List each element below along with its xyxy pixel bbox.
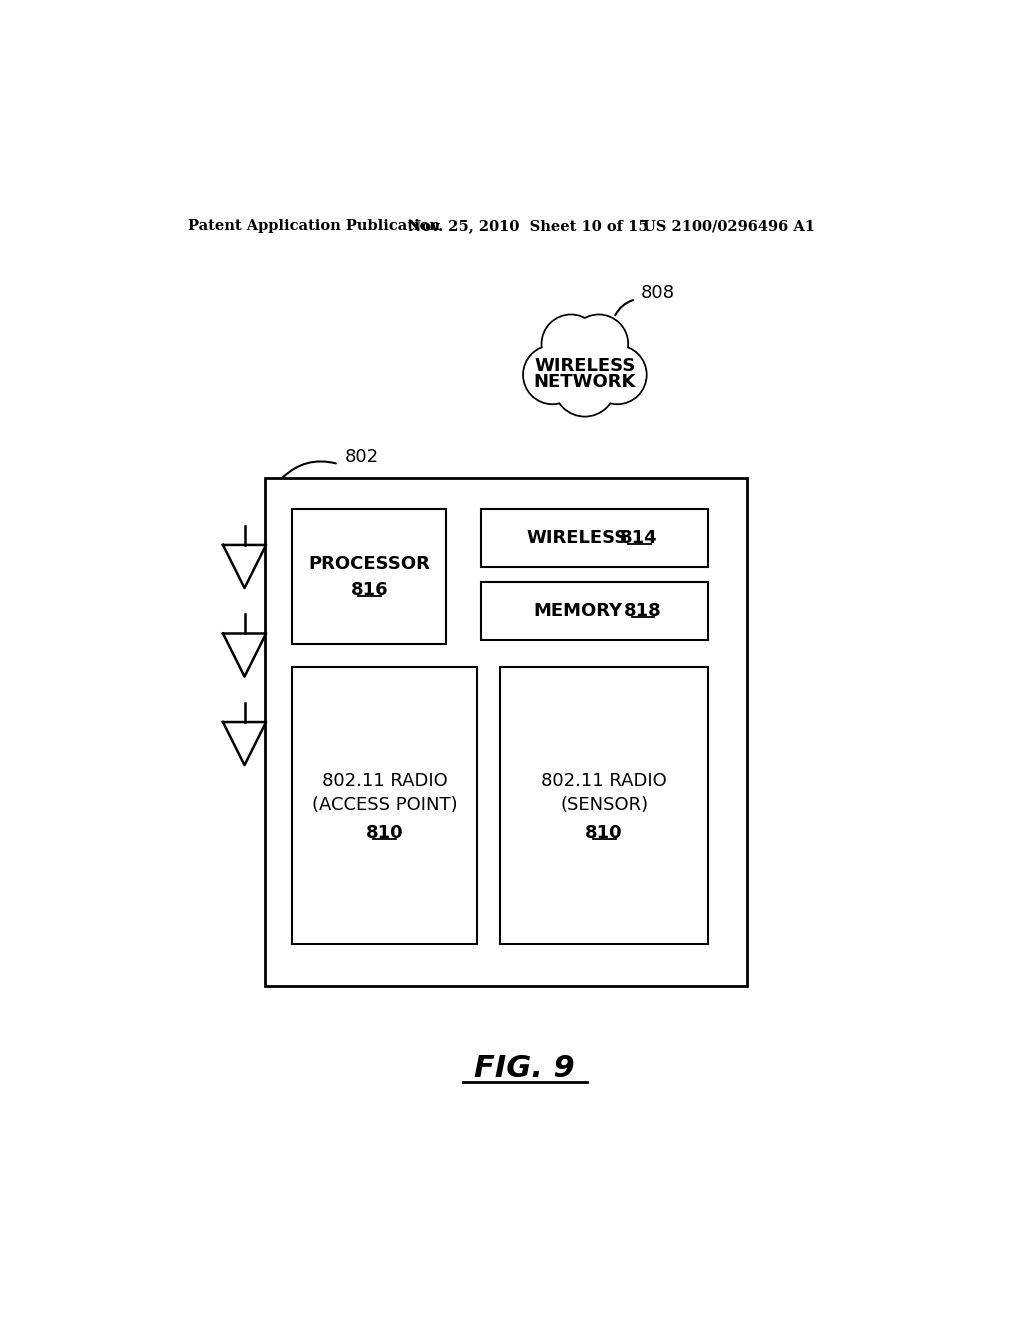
Circle shape bbox=[546, 323, 624, 401]
Bar bbox=[292, 667, 477, 944]
Circle shape bbox=[555, 356, 614, 414]
Text: Nov. 25, 2010  Sheet 10 of 15: Nov. 25, 2010 Sheet 10 of 15 bbox=[408, 219, 648, 234]
Text: 802.11 RADIO: 802.11 RADIO bbox=[542, 772, 667, 789]
Text: WIRELESS: WIRELESS bbox=[535, 358, 636, 375]
Text: 802.11 RADIO: 802.11 RADIO bbox=[322, 772, 447, 789]
Circle shape bbox=[524, 347, 581, 403]
Bar bbox=[481, 582, 708, 640]
Text: (SENSOR): (SENSOR) bbox=[560, 796, 648, 814]
Text: WIRELESS: WIRELESS bbox=[527, 528, 629, 546]
Text: (ACCESS POINT): (ACCESS POINT) bbox=[312, 796, 458, 814]
Text: 814: 814 bbox=[621, 528, 658, 546]
Text: 810: 810 bbox=[586, 824, 623, 842]
Text: MEMORY: MEMORY bbox=[532, 602, 623, 620]
Circle shape bbox=[590, 347, 645, 403]
Text: Patent Application Publication: Patent Application Publication bbox=[188, 219, 440, 234]
Bar bbox=[265, 478, 746, 986]
Bar bbox=[481, 508, 708, 566]
Text: 810: 810 bbox=[366, 824, 403, 842]
Circle shape bbox=[554, 355, 615, 416]
Circle shape bbox=[542, 314, 600, 374]
Text: 808: 808 bbox=[641, 284, 675, 302]
Circle shape bbox=[523, 346, 582, 404]
Text: 802: 802 bbox=[345, 449, 379, 466]
Bar bbox=[292, 508, 446, 644]
Text: US 2100/0296496 A1: US 2100/0296496 A1 bbox=[643, 219, 815, 234]
Text: 816: 816 bbox=[350, 581, 388, 599]
Bar bbox=[500, 667, 708, 944]
Circle shape bbox=[543, 315, 599, 372]
Text: FIG. 9: FIG. 9 bbox=[474, 1055, 575, 1082]
Circle shape bbox=[588, 346, 646, 404]
Text: PROCESSOR: PROCESSOR bbox=[308, 554, 430, 573]
Circle shape bbox=[569, 314, 628, 374]
Text: 818: 818 bbox=[624, 602, 662, 620]
Circle shape bbox=[570, 315, 627, 372]
Circle shape bbox=[545, 322, 625, 403]
Text: NETWORK: NETWORK bbox=[534, 374, 636, 392]
